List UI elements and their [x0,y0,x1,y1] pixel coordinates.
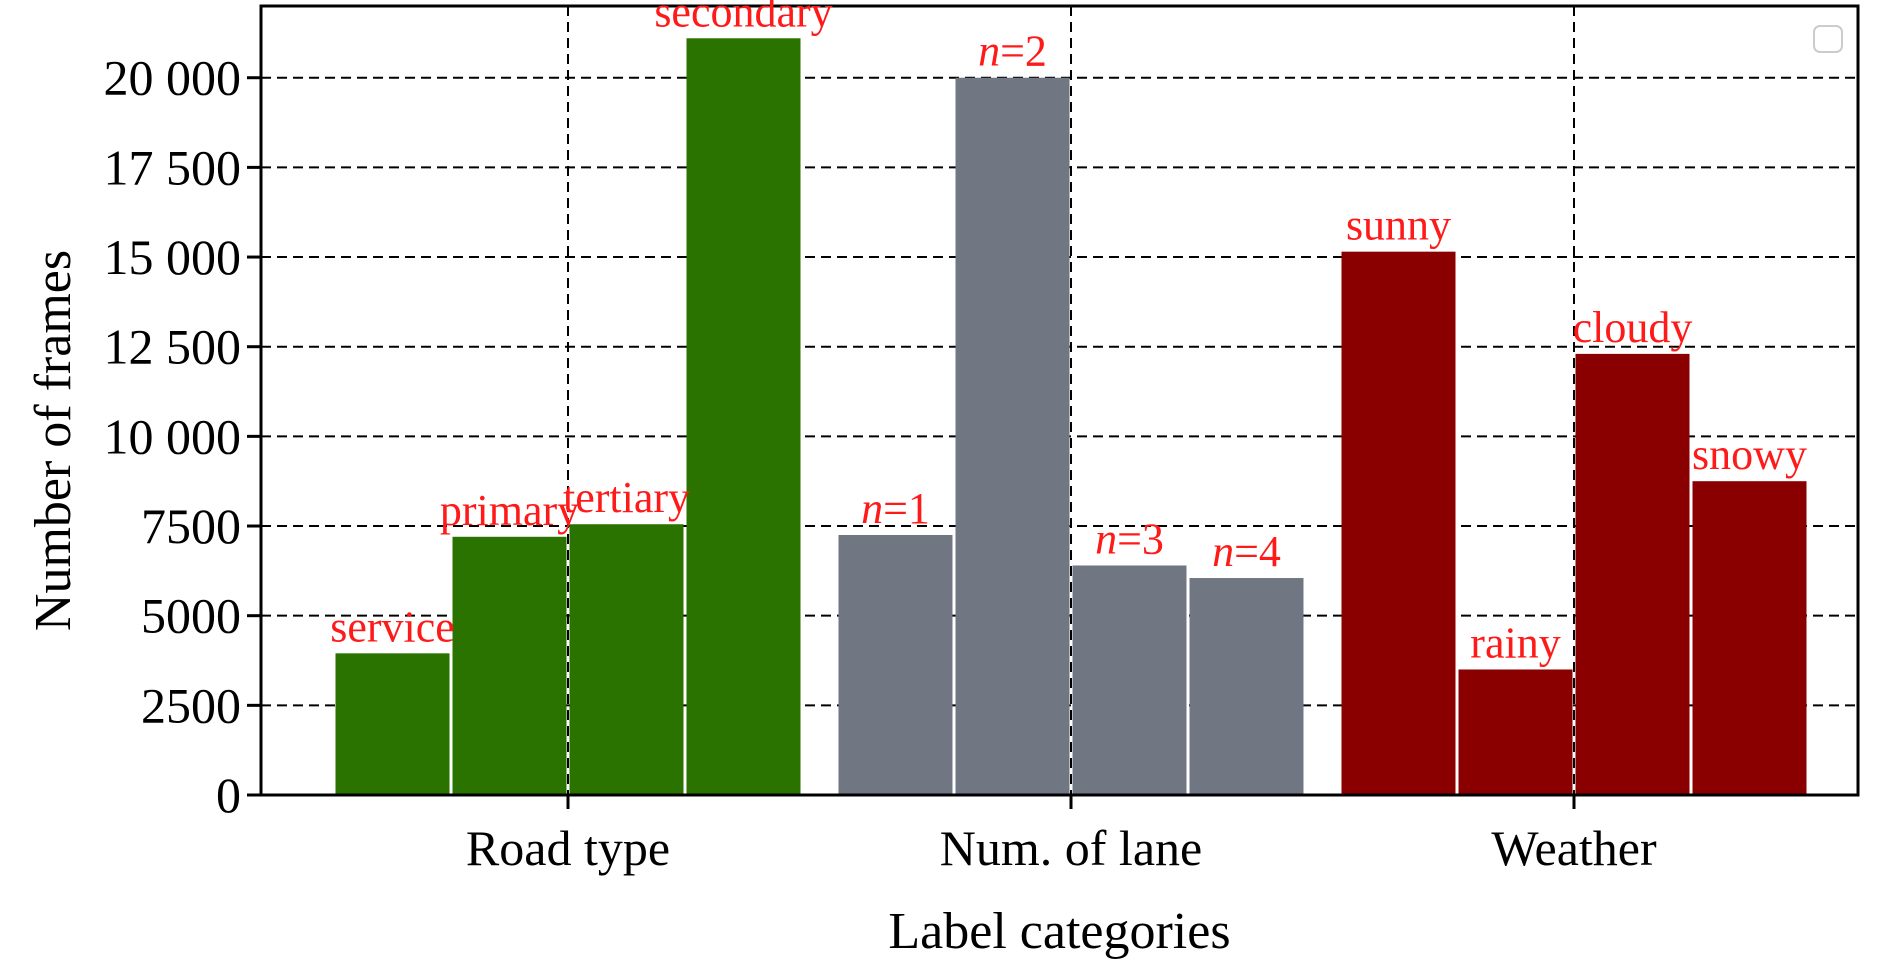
x-tick-label: Road type [466,820,670,876]
bar-n-3[interactable] [1072,565,1187,795]
y-tick-label: 20 000 [104,50,242,106]
bar-data-label: secondary [654,0,832,36]
x-axis-title: Label categories [888,903,1230,960]
bar-data-label: n=1 [861,484,930,533]
legend[interactable] [1813,25,1843,53]
bar-data-label: snowy [1692,430,1807,479]
plot-frame [259,4,1860,797]
y-tick-label: 7500 [141,498,241,554]
bar-primary[interactable] [452,536,567,795]
bar-n-2[interactable] [955,77,1070,795]
bar-rainy[interactable] [1458,669,1573,795]
bar-data-label: primary [440,486,579,535]
y-tick-label: 2500 [141,677,241,733]
bar-data-label: n=2 [978,27,1047,76]
bar-cloudy[interactable] [1575,353,1690,795]
bar-data-label: n=4 [1212,527,1281,576]
x-tick-label: Weather [1491,820,1657,876]
bar-snowy[interactable] [1692,481,1807,795]
y-tick-label: 12 500 [104,319,242,375]
y-axis-title: Number of frames [25,250,82,631]
bar-data-label: sunny [1346,201,1451,250]
bar-sunny[interactable] [1341,251,1456,796]
bar-data-label: rainy [1470,618,1560,667]
bar-data-label: cloudy [1573,303,1693,352]
y-tick-label: 5000 [141,588,241,644]
bar-tertiary[interactable] [569,524,684,795]
bar-secondary[interactable] [686,38,801,795]
bar-n-4[interactable] [1189,578,1304,795]
y-tick-label: 17 500 [104,139,242,195]
bar-data-label: tertiary [563,473,690,522]
y-tick-label: 10 000 [104,408,242,464]
y-tick-label: 0 [216,767,241,823]
bar-data-label: n=3 [1095,514,1164,563]
bar-n-1[interactable] [838,534,953,795]
bars [335,38,1807,796]
y-tick-label: 15 000 [104,229,242,285]
axis-ticks: 0 2500 5000 7500 10 000 12 500 15 000 17 500 20 … [104,50,1658,876]
bar-service[interactable] [335,653,450,795]
x-tick-label: Num. of lane [940,820,1202,876]
bar-data-label: service [330,602,455,651]
